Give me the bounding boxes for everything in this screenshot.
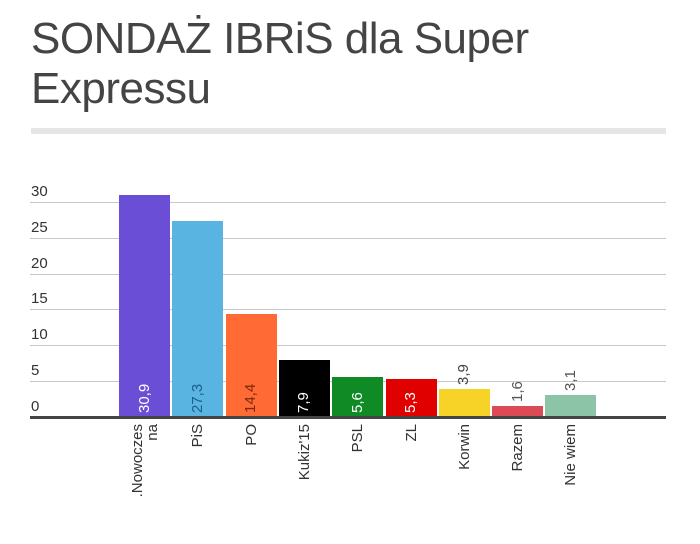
y-tick-label: 25 — [31, 219, 48, 236]
x-tick-label: PO — [242, 424, 260, 446]
value-label: 30,9 — [135, 383, 153, 413]
x-tick-label: Nie wiem — [562, 424, 580, 486]
chart-title: SONDAŻ IBRiS dla Super Expressu — [31, 14, 529, 113]
bar-nie-wiem: 3,1 — [545, 370, 597, 417]
value-label: 27,3 — [188, 383, 206, 413]
y-tick-label: 30 — [31, 183, 48, 200]
bar-zl: 5,3 — [385, 378, 437, 417]
value-label: 5,3 — [402, 392, 419, 413]
gridline — [30, 238, 666, 239]
title-divider — [31, 128, 666, 134]
bar-kukiz-15: 7,9 — [278, 360, 330, 417]
value-label: 14,4 — [242, 383, 260, 413]
x-axis-line — [30, 416, 666, 419]
y-tick-label: 0 — [31, 398, 40, 415]
bar-korwin: 3,9 — [438, 364, 490, 417]
bar-nowoczesna: 30,9 — [119, 195, 170, 417]
x-tick-label: Kukiz'15 — [295, 424, 313, 481]
gridline — [30, 202, 666, 203]
value-label: 3,9 — [455, 364, 473, 386]
bar-psl: 5,6 — [332, 376, 384, 417]
bar-razem: 1,6 — [492, 381, 544, 417]
x-tick-label: ZL — [402, 424, 420, 442]
bar-pis: 27,3 — [172, 221, 224, 417]
y-tick-label: 10 — [31, 326, 48, 343]
gridline — [30, 274, 666, 275]
gridline — [30, 345, 666, 346]
gridline — [30, 309, 666, 310]
x-tick-label: Korwin — [455, 424, 473, 470]
value-label: 1,6 — [508, 380, 526, 402]
value-label: 7,9 — [295, 392, 313, 413]
bar-chart: 0 5 10 15 20 25 30 30,9 27,3 14,4 7,9 5,6 5,3 3,9 1,6 3… — [30, 183, 666, 497]
x-tick-label: Razem — [509, 424, 527, 472]
y-tick-label: 15 — [31, 290, 48, 307]
y-tick-label: 5 — [31, 362, 40, 379]
value-label: 3,1 — [561, 369, 579, 391]
x-tick-label: PSL — [349, 424, 367, 453]
y-tick-label: 20 — [31, 255, 48, 272]
value-label: 5,6 — [348, 392, 366, 413]
x-tick-label: .Nowoczes na — [128, 424, 161, 498]
x-tick-label: PiS — [189, 424, 207, 448]
bar-po: 14,4 — [225, 313, 277, 417]
